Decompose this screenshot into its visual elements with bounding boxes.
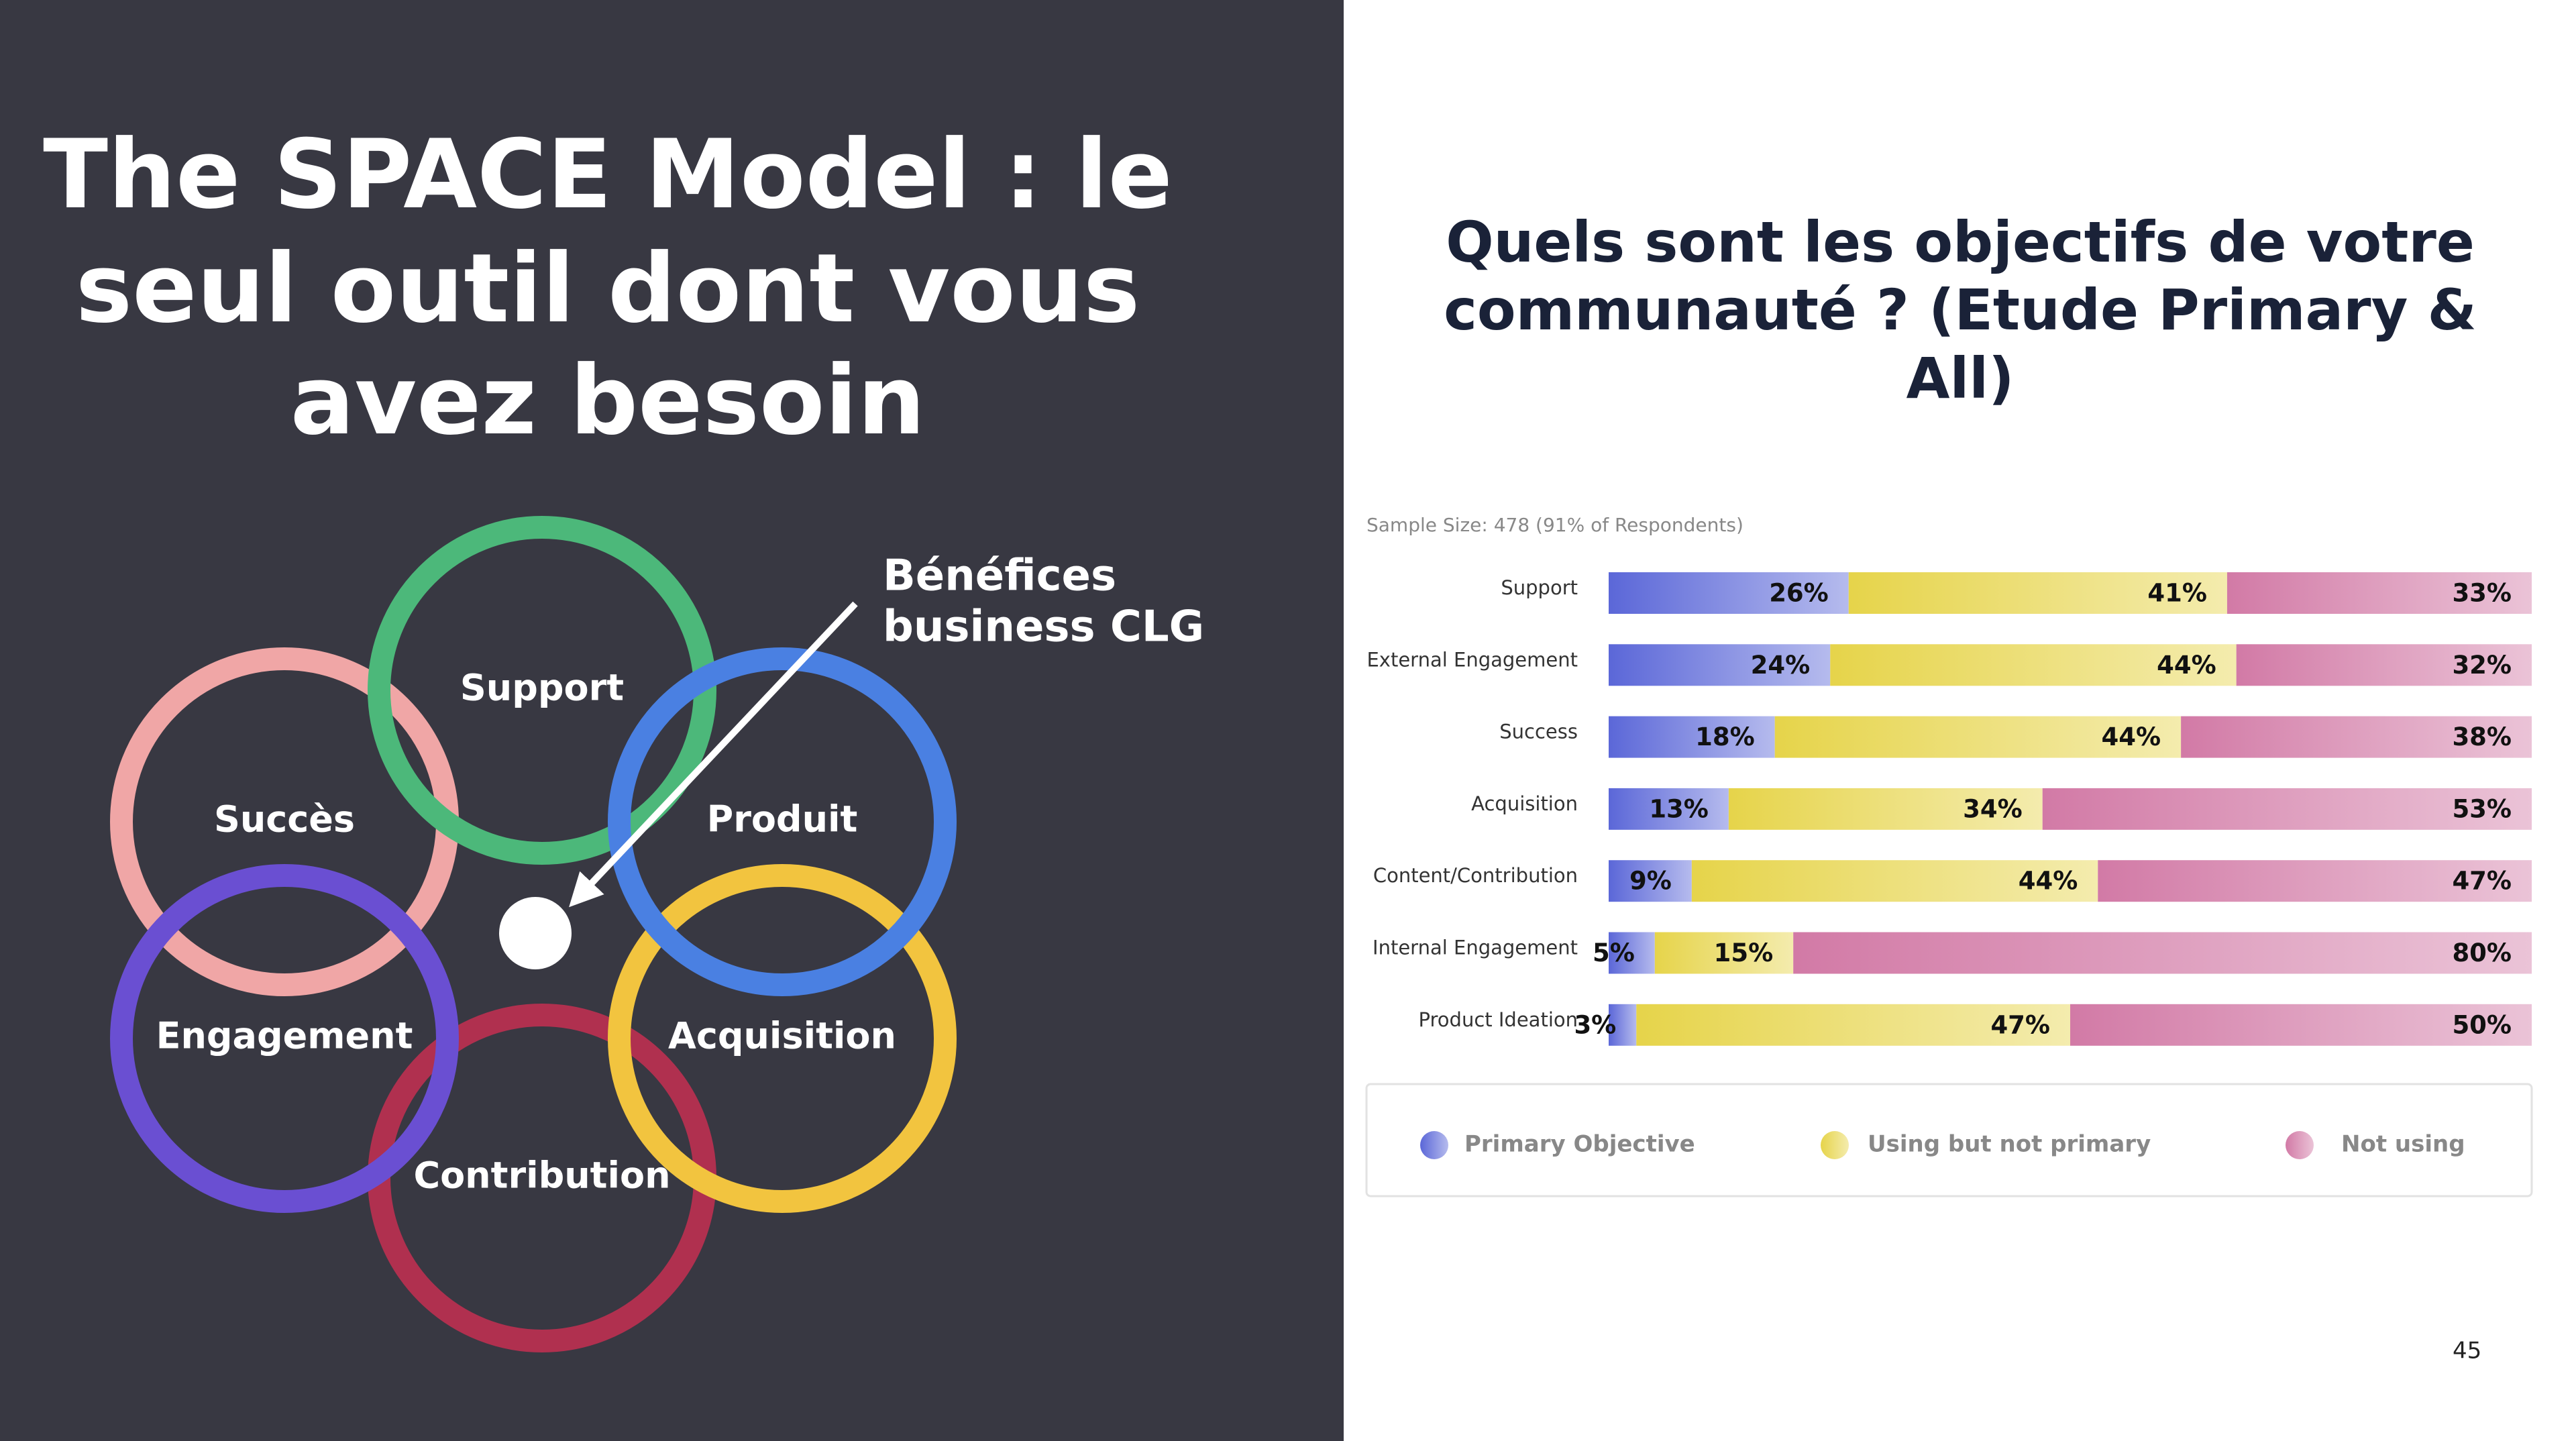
ring (110, 864, 459, 1213)
subtitle: Sample Size: 478 (91% of Respondents) (1366, 514, 1743, 536)
bar-segment (2181, 716, 2532, 758)
data-label: 24% (1751, 651, 1811, 680)
data-label: 34% (1963, 794, 2023, 823)
y-tick-label: Success (1499, 720, 1578, 743)
data-label: 47% (1990, 1010, 2050, 1039)
bar-segment (1654, 932, 1794, 974)
legend-label: Not using (2341, 1131, 2465, 1158)
legend-swatch (2286, 1131, 2314, 1159)
bar-segment (1830, 644, 2237, 686)
bar-segment (1609, 1004, 1637, 1046)
annotation: Bénéfices (883, 551, 1116, 601)
ring (608, 647, 957, 996)
data-label: 80% (2452, 939, 2512, 967)
data-label: 15% (1714, 939, 1774, 967)
page-number: 45 (2453, 1338, 2481, 1365)
data-label: 9% (1629, 867, 1672, 896)
bar-segment (2226, 572, 2532, 614)
data-label: 32% (2452, 651, 2512, 680)
diagram: Contribution Succès Engagement Acquisition S… (110, 516, 957, 1352)
chart-title: Quels sont les objectifs de votre (1446, 209, 2475, 275)
slide-title: seul outil dont vous (76, 233, 1140, 344)
ring-label: Contribution (413, 1155, 670, 1197)
data-label: 41% (2147, 579, 2207, 608)
arrow (569, 601, 858, 908)
y-tick-label: External Engagement (1366, 648, 1578, 671)
data-label: 33% (2452, 579, 2512, 608)
y-tick-label: Support (1501, 576, 1578, 599)
legend-label: Using but not primary (1868, 1131, 2151, 1158)
bar-segment (1793, 932, 2532, 974)
bar-segment (1609, 932, 1655, 974)
data-label: 50% (2452, 1010, 2512, 1039)
chart-title: communauté ? (Etude Primary & (1444, 277, 2477, 343)
legend-swatch (1420, 1131, 1448, 1159)
ring-label: Engagement (156, 1015, 413, 1057)
data-label: 53% (2452, 794, 2512, 823)
data-label: 26% (1769, 579, 1829, 608)
ring-label: Support (460, 667, 624, 709)
bar-segment (1774, 716, 2182, 758)
annotation: business CLG (883, 602, 1204, 652)
bar-segment (1609, 788, 1729, 830)
center-dot (499, 897, 572, 969)
data-label: 47% (2452, 867, 2512, 896)
data-label: 18% (1695, 723, 1755, 751)
y-tick-label: Product Ideation (1419, 1008, 1578, 1031)
legend-box (1365, 1083, 2533, 1197)
bar-segment (2042, 788, 2532, 830)
bar-segment (1848, 572, 2227, 614)
bar-segment (1609, 644, 1831, 686)
ring-label: Succès (214, 798, 355, 841)
data-label: 44% (2102, 723, 2161, 751)
legend-label: Primary Objective (1464, 1131, 1695, 1158)
bar-segment (1636, 1004, 2070, 1046)
ring-label: Acquisition (668, 1015, 896, 1057)
data-label: 5% (1593, 939, 1635, 967)
y-tick-label: Acquisition (1471, 792, 1578, 815)
bar-segment (1609, 716, 1775, 758)
slide-title: The SPACE Model : le (43, 119, 1173, 230)
bar-segment (2098, 860, 2532, 902)
bar-segment (1728, 788, 2043, 830)
bar-segment (2070, 1004, 2532, 1046)
data-label: 44% (2157, 651, 2216, 680)
data-label: 13% (1649, 794, 1709, 823)
data-label: 38% (2452, 723, 2512, 751)
ring (608, 864, 957, 1213)
chart-title: All) (1907, 345, 2015, 411)
data-label: 44% (2019, 867, 2078, 896)
data-label: 3% (1574, 1010, 1616, 1039)
bar-segment (1609, 572, 1849, 614)
y-tick-label: Content/Contribution (1373, 864, 1578, 887)
slide-title: avez besoin (290, 345, 926, 456)
bar-segment (2236, 644, 2532, 686)
ring-label: Produit (707, 798, 858, 841)
legend-swatch (1821, 1131, 1849, 1159)
bar-segment (1691, 860, 2098, 902)
bar-segment (1609, 860, 1692, 902)
y-tick-label: Internal Engagement (1373, 937, 1578, 959)
